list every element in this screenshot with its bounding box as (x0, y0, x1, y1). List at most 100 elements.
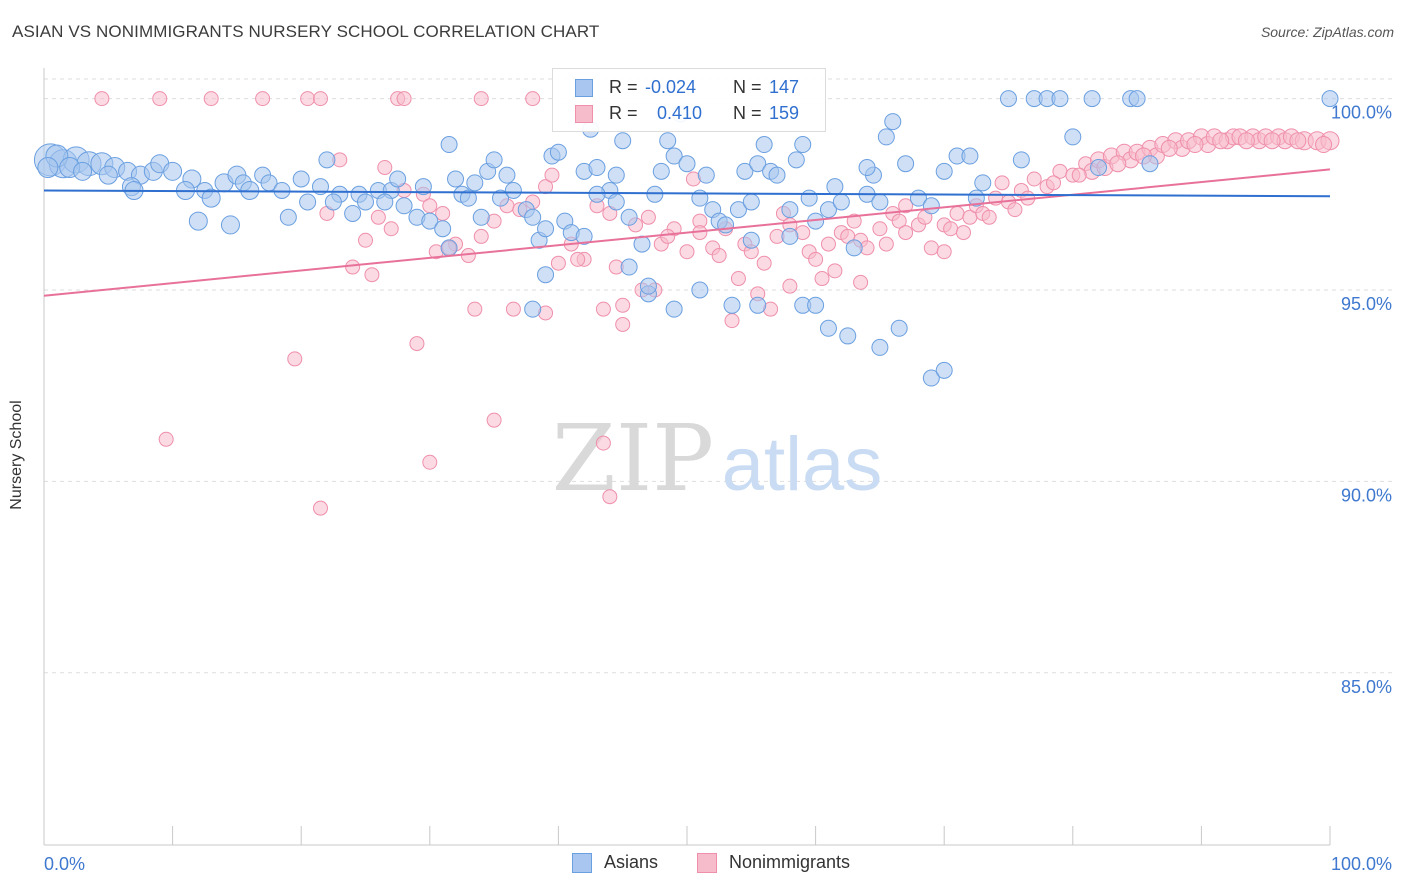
nonimmigrant-point (615, 316, 631, 332)
asian-point (897, 155, 915, 173)
asian-point (492, 189, 510, 207)
asian-point (1000, 90, 1017, 108)
asian-point (440, 239, 458, 257)
nonimmigrant-point (473, 228, 489, 244)
nonimmigrant-point (949, 205, 965, 221)
nonimmigrant-point (640, 209, 656, 225)
asian-point (755, 136, 773, 154)
asian-point (1321, 90, 1339, 108)
asian-point (73, 161, 93, 181)
y-tick-label: 100.0% (1331, 103, 1392, 123)
asian-point (826, 178, 844, 196)
asian-point (652, 162, 670, 180)
asian-point (646, 185, 664, 203)
asian-point (794, 136, 812, 154)
asian-point (376, 193, 394, 211)
asian-point (292, 170, 310, 188)
nonimmigrant-point (878, 236, 894, 252)
nonimmigrant-point (377, 160, 393, 176)
legend-n-label-asians: N = (733, 77, 762, 97)
asian-point (1051, 90, 1069, 108)
nonimmigrant-point (255, 91, 271, 107)
y-tick-labels: 100.0% 95.0% 90.0% 85.0% (1331, 103, 1392, 697)
y-tick-label: 95.0% (1341, 294, 1392, 314)
legend-swatch-nonimmigrants (575, 105, 593, 123)
asian-point (839, 327, 857, 345)
asian-point (717, 216, 735, 234)
asian-point (736, 162, 754, 180)
nonimmigrant-point (544, 167, 560, 183)
trendline-nonimmigrants (43, 168, 1331, 297)
asian-point (421, 212, 439, 230)
asian-point (588, 159, 606, 177)
nonimmigrant-point (312, 500, 328, 516)
asian-point (498, 166, 516, 184)
asian-point (324, 193, 342, 211)
legend-r-label-nonimmigrants: R = (609, 103, 638, 123)
nonimmigrant-point (364, 267, 380, 283)
asian-point (749, 296, 767, 314)
nonimmigrant-point (981, 209, 997, 225)
nonimmigrant-point (872, 221, 888, 237)
nonimmigrant-point (827, 263, 843, 279)
asian-point (220, 215, 240, 235)
asian-point (781, 201, 799, 219)
nonimmigrant-point (679, 244, 695, 260)
nonimmigrant-point (1186, 136, 1204, 154)
asian-point (344, 204, 362, 222)
watermark-zip: ZIP (552, 405, 714, 512)
asian-point (723, 296, 741, 314)
asian-point (922, 369, 940, 387)
nonimmigrant-point (808, 251, 824, 267)
nonimmigrant-point (1109, 155, 1127, 173)
asian-point (858, 159, 876, 177)
nonimmigrant-point (300, 91, 316, 107)
asian-point (299, 193, 317, 211)
asian-point (524, 208, 542, 226)
bottom-legend-swatch-nonimmigrants (697, 853, 717, 873)
legend-r-value-nonimmigrants: 0.410 (657, 103, 703, 123)
asian-point (807, 296, 825, 314)
watermark-atlas: atlas (722, 422, 883, 507)
nonimmigrant-point (486, 412, 502, 428)
nonimmigrant-point (152, 91, 168, 107)
asian-point (273, 181, 291, 199)
nonimmigrant-point (595, 435, 611, 451)
nonimmigrant-point (724, 313, 740, 329)
asian-point (440, 136, 458, 154)
legend-n-value-asians: 147 (769, 77, 800, 97)
asian-point (781, 227, 799, 245)
nonimmigrant-point (358, 232, 373, 248)
asian-point (537, 220, 555, 238)
asian-point (819, 319, 837, 337)
asian-point (742, 193, 760, 211)
nonimmigrant-point (345, 259, 361, 275)
asian-point (504, 181, 522, 199)
nonimmigrant-point (370, 209, 386, 225)
asian-point (279, 208, 297, 226)
nonimmigrant-point (891, 213, 907, 229)
legend-box: R = -0.024 N = 147 R = 0.410 N = 159 (552, 68, 826, 132)
asian-point (607, 166, 625, 184)
legend-n-value-nonimmigrants: 159 (769, 103, 800, 123)
nonimmigrant-point (422, 198, 438, 214)
asian-point (414, 178, 432, 196)
asian-point (1083, 90, 1101, 108)
nonimmigrant-point (1263, 132, 1281, 150)
asian-point (607, 193, 625, 211)
asian-point (665, 147, 683, 165)
nonimmigrant-point (730, 271, 746, 287)
nonimmigrant-point (1071, 167, 1087, 183)
nonimmigrant-point (1007, 202, 1023, 218)
asian-point (787, 151, 805, 169)
asian-point (1128, 90, 1146, 108)
asian-point (620, 208, 638, 226)
nonimmigrant-point (1026, 171, 1042, 187)
nonimmigrant-point (923, 240, 939, 256)
axes (43, 68, 1331, 846)
asian-point (639, 277, 657, 295)
nonimmigrant-point (396, 91, 412, 107)
asian-point (537, 266, 555, 284)
asian-point (447, 170, 465, 188)
